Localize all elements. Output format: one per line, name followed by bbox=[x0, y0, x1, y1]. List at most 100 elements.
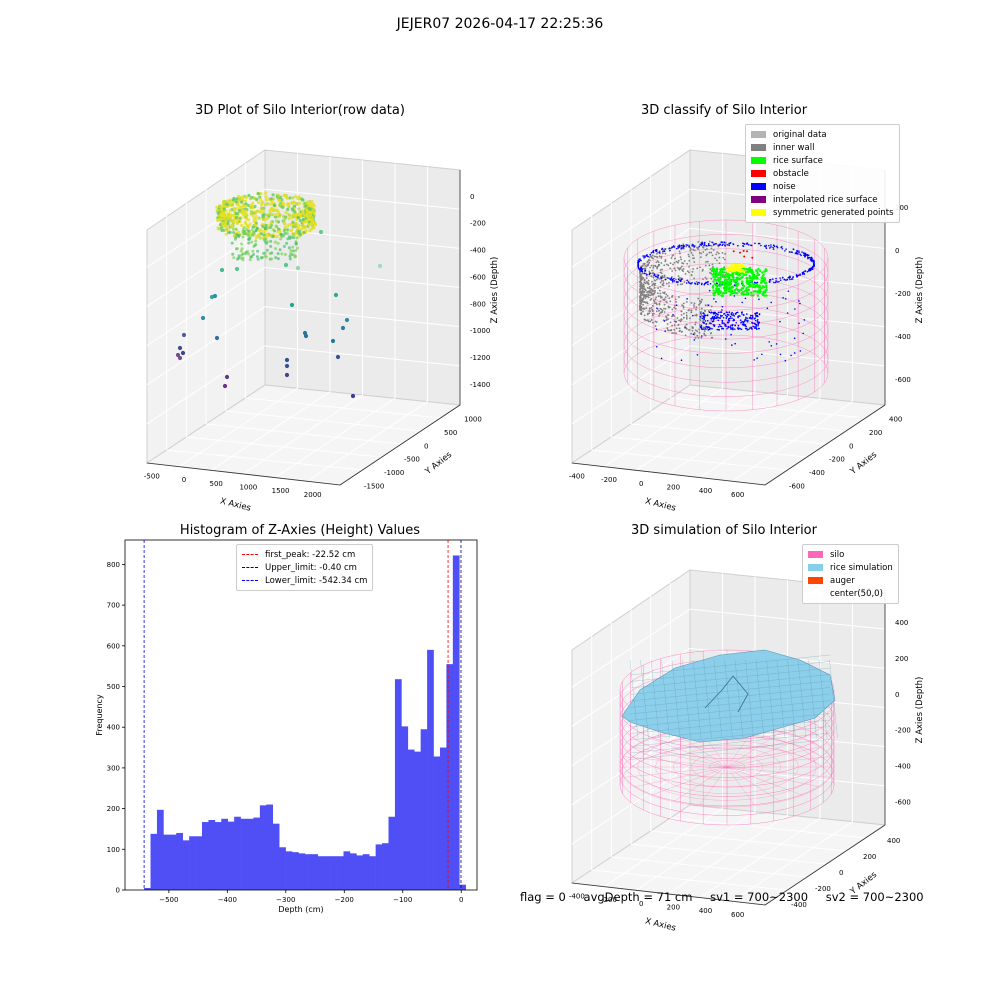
legend-classify-label: obstacle bbox=[773, 168, 809, 179]
legend-hist-entry: Upper_limit: -0.40 cm bbox=[242, 561, 367, 574]
raw-point-cloud bbox=[175, 191, 383, 399]
raw-outlier-point bbox=[318, 229, 324, 235]
classify-x-tick-label: 0 bbox=[639, 480, 643, 488]
legend-hist-swatch bbox=[242, 554, 258, 555]
raw-y-axis-label: Y Axies bbox=[423, 450, 455, 478]
histogram-y-axis-label: Frequency bbox=[95, 694, 104, 736]
avg-depth-readout: avgDepth = 71 cm bbox=[583, 890, 693, 904]
classify-y-axis-line bbox=[764, 404, 886, 486]
classify-x-tick-label: 600 bbox=[731, 491, 744, 499]
legend-sim-swatch bbox=[808, 577, 823, 584]
raw-outlier-point bbox=[222, 383, 228, 389]
raw-y-tick-label: 0 bbox=[424, 442, 428, 450]
raw-plot-title: 3D Plot of Silo Interior(row data) bbox=[195, 103, 405, 118]
histogram-bar bbox=[343, 851, 351, 890]
histogram-bar bbox=[279, 847, 286, 890]
histogram-bar bbox=[221, 818, 229, 890]
sv1-readout: sv1 = 700~2300 bbox=[710, 890, 809, 904]
legend-hist-label: Lower_limit: -542.34 cm bbox=[265, 575, 368, 586]
raw-z-tick-label: -1000 bbox=[470, 327, 490, 335]
raw-x-axis-line bbox=[146, 462, 341, 486]
legend-sim-entry: rice simulation bbox=[808, 561, 893, 574]
legend-classify-label: symmetric generated points bbox=[773, 207, 894, 218]
histogram-bar bbox=[272, 823, 280, 890]
raw-outlier-point bbox=[377, 263, 383, 269]
legend-classify-entry: original data bbox=[751, 128, 894, 141]
classify-y-tick-label: -600 bbox=[789, 482, 805, 490]
classify-y-tick-label: 200 bbox=[869, 429, 882, 437]
histogram-bar bbox=[169, 834, 177, 890]
legend-classify-label: inner wall bbox=[773, 142, 815, 153]
raw-y-tick-label: -500 bbox=[404, 456, 420, 464]
histogram-bar bbox=[337, 856, 344, 890]
classify-z-tick-label: 0 bbox=[895, 247, 899, 255]
simulation-legend: silo rice simulation auger center(50,0) bbox=[802, 544, 899, 604]
raw-z-tick-label: 0 bbox=[470, 193, 474, 201]
classify-y-axis-label: Y Axies bbox=[848, 450, 880, 478]
histogram-bar bbox=[382, 843, 389, 890]
legend-sim-entry: center(50,0) bbox=[808, 587, 893, 600]
histogram-y-tick-label: 500 bbox=[107, 683, 120, 691]
histogram-bar bbox=[182, 840, 190, 890]
raw-outlier-point bbox=[212, 293, 218, 299]
histogram-bar bbox=[156, 809, 164, 890]
raw-outlier-point bbox=[350, 393, 356, 399]
legend-sim-label: silo bbox=[830, 549, 845, 560]
histogram-bar bbox=[439, 747, 447, 890]
histogram-bar bbox=[227, 821, 235, 890]
raw-outlier-point bbox=[295, 265, 301, 271]
sim-x-axis-line bbox=[571, 882, 766, 906]
legend-classify-swatch bbox=[751, 196, 766, 203]
sim-y-axis-line bbox=[764, 824, 886, 906]
raw-outlier-point bbox=[219, 267, 225, 273]
histogram-bar bbox=[195, 836, 203, 890]
raw-x-tick-label: -500 bbox=[144, 472, 160, 480]
raw-z-axis-label: Z Axies (Depth) bbox=[490, 257, 500, 324]
raw-outlier-point bbox=[289, 302, 295, 308]
histogram-bar bbox=[266, 804, 274, 890]
histogram-bar bbox=[247, 818, 254, 890]
histogram-y-tick-label: 200 bbox=[107, 805, 120, 813]
raw-x-tick-label: 500 bbox=[210, 480, 223, 488]
raw-z-tick-label: -1400 bbox=[470, 381, 490, 389]
classify-z-tick-label: 200 bbox=[895, 204, 908, 212]
raw-outlier-point bbox=[344, 317, 350, 323]
sv2-readout: sv2 = 700~2300 bbox=[825, 890, 924, 904]
raw-z-tick-label: -1200 bbox=[470, 354, 490, 362]
legend-classify-entry: noise bbox=[751, 180, 894, 193]
raw-outlier-point bbox=[177, 355, 183, 361]
raw-outlier-point bbox=[333, 292, 339, 298]
raw-z-tick-label: -800 bbox=[470, 300, 486, 308]
sim-y-tick-label: 0 bbox=[839, 869, 843, 877]
raw-outlier-point bbox=[214, 335, 220, 341]
histogram-bar bbox=[362, 854, 370, 890]
histogram-y-tick-label: 300 bbox=[107, 764, 120, 772]
raw-outlier-point bbox=[200, 315, 206, 321]
legend-hist-label: first_peak: -22.52 cm bbox=[265, 549, 356, 560]
histogram-bar bbox=[240, 818, 248, 890]
raw-y-tick-label: 500 bbox=[444, 429, 457, 437]
histogram-x-tick-label: −400 bbox=[218, 896, 237, 904]
histogram-x-tick-label: 0 bbox=[459, 896, 463, 904]
histogram-bar bbox=[420, 729, 428, 890]
sim-z-tick-label: 400 bbox=[895, 619, 908, 627]
sim-z-tick-label: -200 bbox=[895, 727, 911, 735]
legend-classify-label: interpolated rice surface bbox=[773, 194, 878, 205]
classify-x-tick-label: -400 bbox=[569, 472, 585, 480]
raw-outlier-point bbox=[180, 350, 186, 356]
status-footer: flag = 0 avgDepth = 71 cm sv1 = 700~2300… bbox=[520, 890, 938, 904]
histogram-bar bbox=[304, 854, 312, 890]
sim-x-tick-label: 200 bbox=[667, 903, 680, 911]
histogram-bar bbox=[356, 855, 364, 890]
classify-z-tick-label: -600 bbox=[895, 376, 911, 384]
histogram-bar bbox=[452, 555, 460, 890]
classify-x-axis-label: X Axies bbox=[644, 496, 677, 513]
sim-z-tick-label: -600 bbox=[895, 798, 911, 806]
classify-z-tick-label: -200 bbox=[895, 290, 911, 298]
sim-z-tick-label: -400 bbox=[895, 762, 911, 770]
legend-classify-entry: rice surface bbox=[751, 154, 894, 167]
raw-outlier-point bbox=[284, 363, 290, 369]
simulation-plot-title: 3D simulation of Silo Interior bbox=[631, 523, 817, 538]
legend-classify-swatch bbox=[751, 144, 766, 151]
classify-point-cloud bbox=[623, 219, 829, 412]
